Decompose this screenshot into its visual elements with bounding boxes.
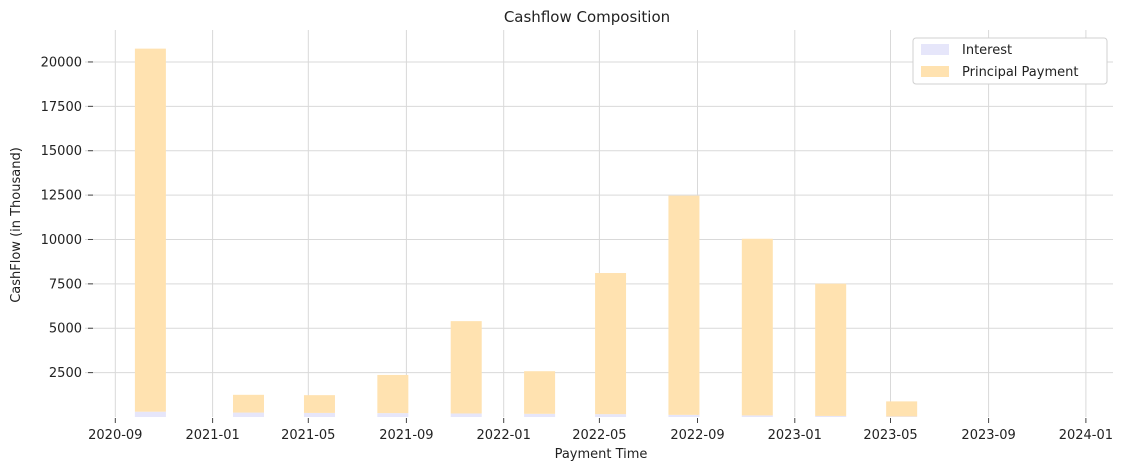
bar-principal-payment [595, 273, 627, 415]
bar-interest [668, 414, 700, 417]
bar-principal-payment [524, 371, 556, 414]
x-tick-label: 2023-09 [961, 428, 1015, 443]
y-tick-label: 15000 [41, 144, 82, 159]
bar-interest [134, 411, 166, 417]
bar-principal-payment [815, 283, 847, 416]
bar-interest [303, 412, 335, 417]
legend-swatch [921, 66, 949, 77]
y-tick-label: 12500 [41, 189, 82, 204]
x-tick-label: 2024-01 [1059, 428, 1113, 443]
bar-interest [232, 412, 264, 417]
bar-principal-payment [450, 321, 482, 414]
bar-principal-payment [232, 394, 264, 413]
bar-principal-payment [741, 238, 773, 416]
x-tick-label: 2022-05 [572, 428, 626, 443]
y-tick-label: 2500 [49, 366, 82, 381]
x-tick-label: 2023-01 [768, 428, 822, 443]
legend-swatch [921, 44, 949, 55]
bar-interest [377, 413, 409, 417]
bar-interest [741, 415, 773, 417]
x-tick-label: 2022-09 [670, 428, 724, 443]
x-tick-label: 2020-09 [88, 428, 142, 443]
x-tick-label: 2021-09 [379, 428, 433, 443]
x-axis-label: Payment Time [555, 447, 648, 462]
x-axis-ticks: 2020-09 2021-01 2021-05 2021-09 2022-01 2022-… [88, 418, 1113, 443]
x-tick-label: 2023-05 [863, 428, 917, 443]
bar-interest [886, 416, 918, 417]
bar-principal-payment [303, 395, 335, 413]
legend: Interest Principal Payment [912, 37, 1108, 85]
bar-interest [595, 414, 627, 417]
legend-label: Interest [962, 43, 1012, 58]
chart-title: Cashflow Composition [504, 8, 670, 26]
bar-principal-payment [377, 374, 409, 414]
y-axis-ticks: 2500 5000 7500 10000 12500 15000 17500 20000 [41, 55, 93, 381]
bar-principal-payment [668, 195, 700, 415]
bar-interest [450, 413, 482, 417]
y-tick-label: 20000 [41, 55, 82, 70]
x-tick-label: 2021-05 [281, 428, 335, 443]
y-tick-label: 5000 [49, 322, 82, 337]
y-axis-label: CashFlow (in Thousand) [9, 147, 24, 303]
y-tick-label: 7500 [49, 277, 82, 292]
legend-label: Principal Payment [962, 65, 1078, 80]
bar-interest [524, 413, 556, 417]
bar-interest [815, 415, 847, 417]
bars [134, 48, 918, 417]
x-tick-label: 2021-01 [185, 428, 239, 443]
y-tick-label: 10000 [41, 233, 82, 248]
bar-principal-payment [134, 48, 166, 412]
bar-principal-payment [886, 401, 918, 417]
legend-box [912, 37, 1108, 85]
x-tick-label: 2022-01 [477, 428, 531, 443]
y-tick-label: 17500 [41, 100, 82, 115]
